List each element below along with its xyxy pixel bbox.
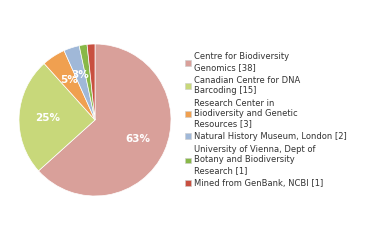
Legend: Centre for Biodiversity
Genomics [38], Canadian Centre for DNA
Barcoding [15], R: Centre for Biodiversity Genomics [38], C… xyxy=(185,52,347,188)
Wedge shape xyxy=(44,51,95,120)
Wedge shape xyxy=(64,46,95,120)
Wedge shape xyxy=(87,44,95,120)
Text: 25%: 25% xyxy=(35,113,60,123)
Wedge shape xyxy=(38,44,171,196)
Text: 63%: 63% xyxy=(125,134,150,144)
Wedge shape xyxy=(19,64,95,171)
Wedge shape xyxy=(79,44,95,120)
Text: 3%: 3% xyxy=(71,70,89,80)
Text: 5%: 5% xyxy=(60,76,78,85)
